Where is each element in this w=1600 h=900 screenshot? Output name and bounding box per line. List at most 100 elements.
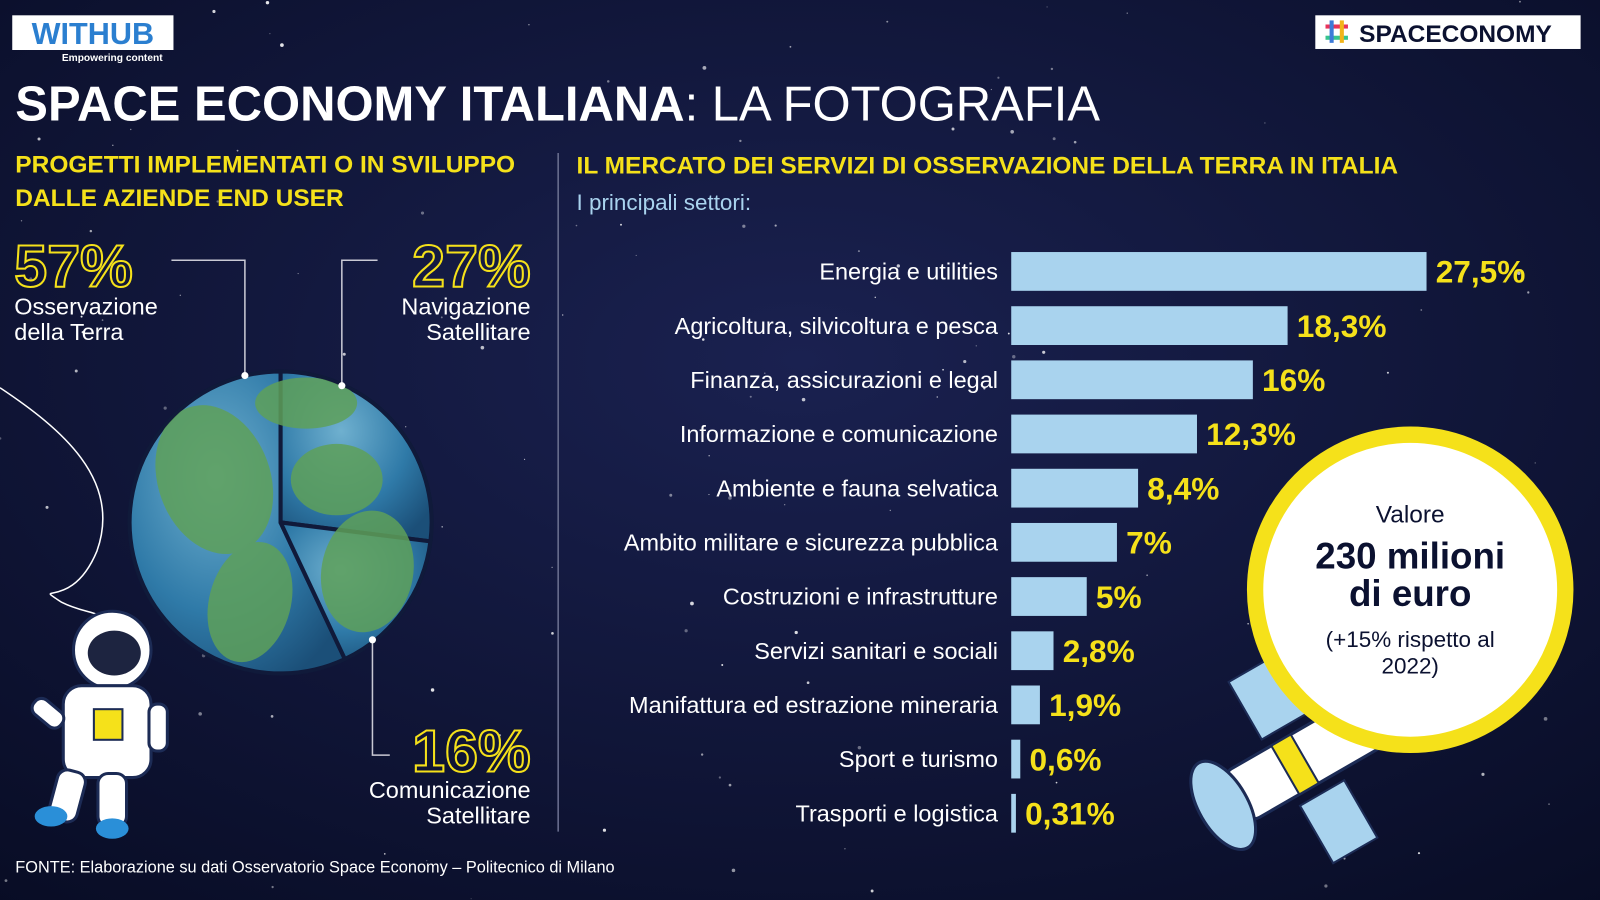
pie-title: PROGETTI IMPLEMENTATI O IN SVILUPPO DALL… — [15, 151, 516, 213]
star — [1519, 0, 1521, 3]
star — [963, 359, 967, 364]
star — [690, 601, 694, 606]
star — [551, 566, 553, 569]
star — [844, 848, 846, 850]
star — [794, 630, 798, 635]
star — [89, 229, 93, 233]
star — [270, 715, 274, 718]
star — [342, 352, 346, 356]
star — [575, 224, 578, 227]
logo: WITHUB — [32, 17, 154, 51]
star — [635, 254, 637, 256]
bar-category-label: Ambiente e fauna selvatica — [716, 475, 999, 501]
star — [739, 139, 742, 143]
star — [700, 753, 704, 756]
star — [80, 315, 83, 318]
bar — [1011, 577, 1087, 616]
bar-category-label: Finanza, assicurazioni e legal — [690, 367, 998, 393]
leader-lines — [171, 259, 390, 756]
star — [216, 200, 219, 203]
star — [684, 629, 688, 633]
star — [721, 663, 724, 666]
star — [1050, 67, 1054, 71]
callout-label: Valore — [1376, 501, 1445, 528]
bar-value-label: 8,4% — [1147, 470, 1219, 506]
star — [1517, 271, 1521, 276]
pie-value-label: 57% — [14, 233, 132, 300]
bar-value-label: 5% — [1096, 579, 1142, 615]
star — [1247, 622, 1249, 625]
title-bold: SPACE ECONOMY ITALIANA — [15, 77, 684, 131]
star — [1534, 462, 1536, 464]
star — [789, 45, 792, 48]
bar — [1011, 793, 1016, 833]
star — [701, 338, 705, 341]
star — [426, 860, 428, 862]
bar-value-label: 7% — [1126, 525, 1172, 561]
bar-category-label: Manifattura ed estrazione mineraria — [629, 692, 999, 718]
globe-outline — [128, 369, 434, 675]
bar — [1011, 522, 1117, 562]
star — [870, 889, 874, 893]
star — [280, 43, 284, 47]
star — [602, 828, 607, 832]
bar-value-label: 0,6% — [1029, 741, 1101, 777]
bar — [1011, 739, 1021, 779]
title: SPACE ECONOMY ITALIANA: LA FOTOGRAFIA — [15, 77, 1100, 131]
star — [728, 783, 732, 787]
star — [1548, 803, 1550, 805]
bar — [1011, 685, 1040, 725]
star — [718, 776, 722, 779]
bar-category-label: Trasporti e logistica — [795, 800, 998, 826]
bar-category-label: Servizi sanitari e sociali — [754, 638, 998, 664]
star — [1010, 129, 1014, 134]
star — [975, 345, 977, 347]
star — [383, 852, 386, 855]
star — [440, 316, 443, 319]
star — [179, 294, 181, 296]
star — [37, 137, 41, 141]
star — [1543, 716, 1548, 721]
bar — [1011, 631, 1054, 671]
bar-category-label: Sport e turismo — [839, 746, 998, 772]
star — [74, 369, 78, 373]
star — [528, 24, 530, 26]
pie-label-box: Navigazione Satellitare — [401, 293, 531, 345]
star — [1417, 852, 1421, 855]
star — [4, 879, 8, 882]
pie-label-box: Comunicazione Satellitare — [368, 777, 531, 829]
star — [857, 250, 860, 253]
star — [470, 898, 472, 900]
pie-category-label: Comunicazione Satellitare — [368, 777, 531, 829]
star — [1052, 137, 1056, 141]
star — [669, 493, 673, 497]
star — [269, 33, 271, 35]
pie-category-label: Navigazione Satellitare — [401, 293, 531, 345]
bar-category-label: Costruzioni e infrastrutture — [723, 584, 998, 610]
star — [607, 80, 610, 83]
star — [1055, 781, 1058, 784]
star — [562, 314, 564, 316]
star — [101, 319, 104, 321]
bar-subtitle: I principali settori: — [577, 190, 752, 215]
star — [297, 273, 299, 275]
logo-box — [12, 15, 174, 51]
star — [708, 455, 710, 457]
star — [130, 128, 132, 131]
star — [774, 224, 777, 227]
title-rest: : LA FOTOGRAFIA — [685, 77, 1101, 131]
star — [551, 632, 554, 635]
star — [1527, 291, 1530, 294]
brand-icon — [1325, 20, 1348, 43]
star — [886, 20, 889, 23]
star — [1146, 574, 1149, 577]
pie-category-label: Osservazione della Terra — [14, 293, 158, 345]
star — [728, 496, 732, 500]
star — [936, 396, 938, 398]
star — [1073, 140, 1077, 144]
star — [702, 66, 707, 70]
star — [405, 426, 407, 428]
star — [896, 264, 900, 268]
star — [487, 815, 491, 819]
